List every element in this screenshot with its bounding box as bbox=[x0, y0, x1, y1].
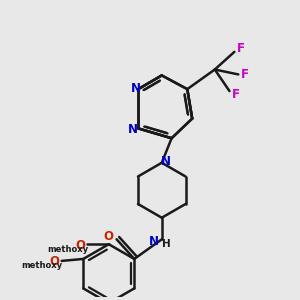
Text: H: H bbox=[162, 239, 171, 249]
Text: F: F bbox=[241, 68, 249, 81]
Text: methoxy: methoxy bbox=[22, 261, 63, 270]
Text: methoxy: methoxy bbox=[47, 244, 88, 253]
Text: O: O bbox=[50, 255, 60, 268]
Text: N: N bbox=[149, 235, 159, 248]
Text: N: N bbox=[131, 82, 141, 95]
Text: F: F bbox=[237, 42, 245, 56]
Text: O: O bbox=[75, 239, 85, 252]
Text: O: O bbox=[104, 230, 114, 243]
Text: F: F bbox=[232, 88, 240, 100]
Text: N: N bbox=[161, 155, 171, 168]
Text: N: N bbox=[128, 123, 138, 136]
